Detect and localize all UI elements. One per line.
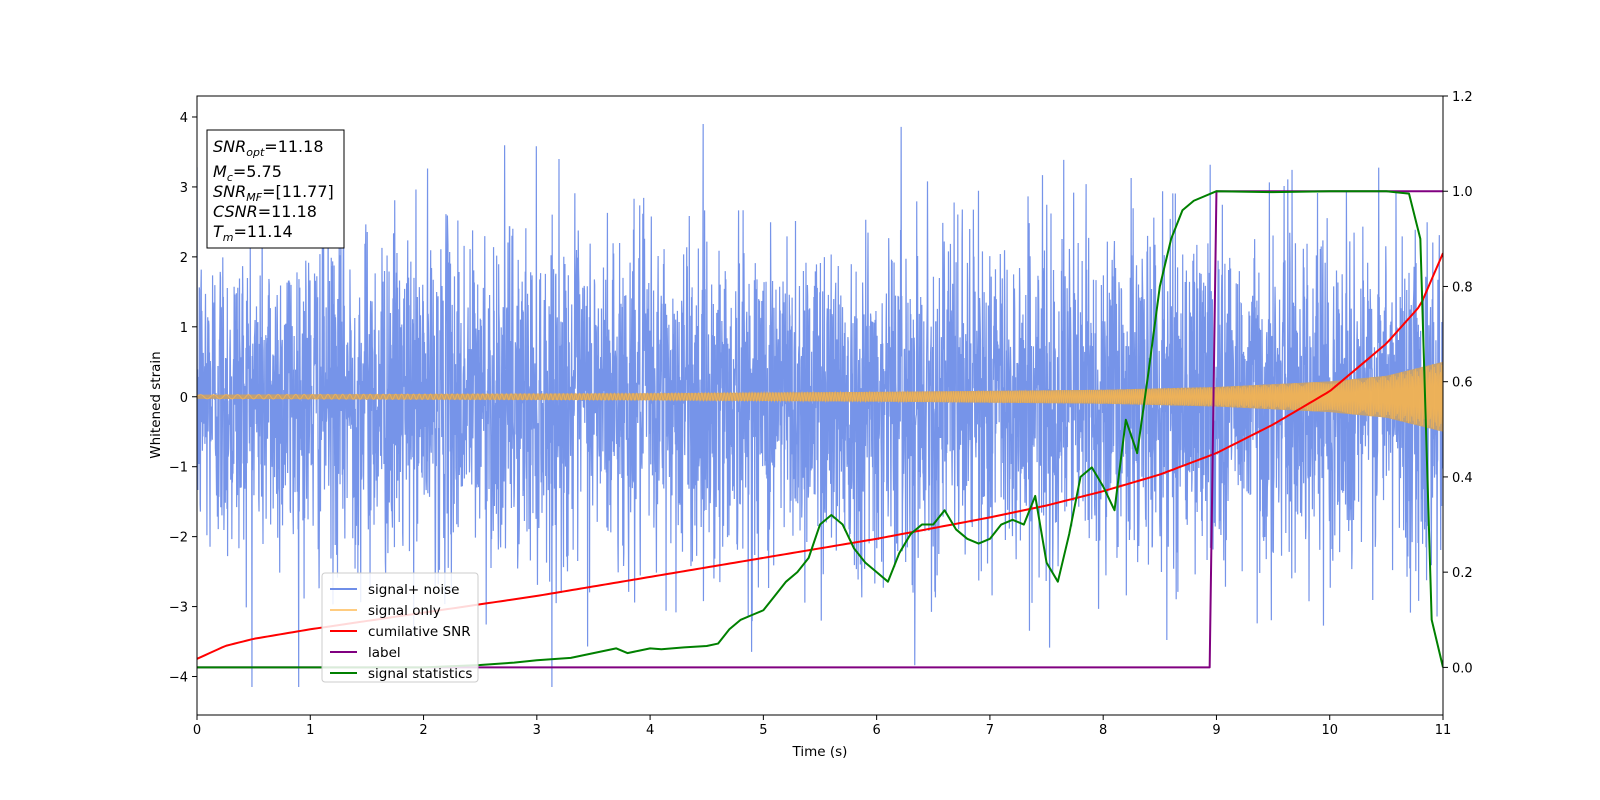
x-tick-label: 8 — [1099, 723, 1107, 738]
x-tick-label: 1 — [306, 723, 314, 738]
legend-label: signal statistics — [368, 666, 472, 682]
legend-label: signal only — [368, 603, 441, 619]
y-right-tick-label: 0.6 — [1452, 376, 1473, 391]
y-left-tick-label: 1 — [180, 321, 188, 336]
info-line: SNRopt=11.18 — [213, 137, 324, 159]
y-left-tick-label: 4 — [180, 111, 188, 126]
y-left-tick-label: −3 — [169, 601, 188, 616]
series-signal-noise — [197, 123, 1443, 688]
y-left-tick-label: −4 — [169, 671, 188, 686]
legend-label: label — [368, 645, 401, 661]
y-axis-right: 0.0 0.2 0.4 0.6 0.8 1.0 1.2 — [1443, 90, 1473, 676]
series-signal-only-band — [197, 361, 1443, 432]
y-left-tick-label: 3 — [180, 181, 188, 196]
x-axis: 0 1 2 3 4 5 6 7 8 9 10 11 — [193, 715, 1451, 738]
legend-frame — [321, 572, 479, 683]
x-tick-label: 5 — [759, 723, 767, 738]
x-tick-label: 3 — [533, 723, 541, 738]
y-right-tick-label: 0.2 — [1452, 566, 1473, 581]
y-right-tick-label: 0.4 — [1452, 471, 1473, 486]
y-axis-left: −4 −3 −2 −1 0 1 2 3 4 — [169, 111, 197, 686]
info-box: SNRopt=11.18 Mc=5.75SNRMF=[11.77]CSNR=11.… — [206, 129, 345, 249]
y-right-tick-label: 0.0 — [1452, 661, 1473, 676]
y-left-tick-label: 2 — [180, 251, 188, 266]
info-box-frame — [206, 129, 345, 249]
series-signal-only — [197, 363, 1443, 432]
y-left-tick-label: −2 — [169, 531, 188, 546]
x-tick-label: 7 — [986, 723, 994, 738]
y-left-tick-label: 0 — [180, 391, 188, 406]
x-tick-label: 0 — [193, 723, 201, 738]
y-right-tick-label: 1.0 — [1452, 185, 1473, 200]
x-tick-label: 9 — [1212, 723, 1220, 738]
x-tick-label: 6 — [872, 723, 880, 738]
info-line: Mc=5.75 — [213, 162, 282, 184]
series-signal-statistics — [197, 190, 1443, 669]
legend-label: signal+ noise — [368, 582, 459, 598]
x-tick-label: 10 — [1321, 723, 1338, 738]
x-tick-label: 11 — [1435, 723, 1452, 738]
y-right-tick-label: 0.8 — [1452, 280, 1473, 295]
legend: signal+ noise signal only cumilative SNR la… — [321, 572, 479, 683]
x-tick-label: 2 — [419, 723, 427, 738]
x-axis-label: Time (s) — [792, 744, 848, 760]
legend-label: cumilative SNR — [368, 624, 471, 640]
info-line: Tm=11.14 — [213, 222, 293, 244]
y-axis-left-label: Whitened strain — [148, 351, 164, 458]
y-right-tick-label: 1.2 — [1452, 90, 1473, 105]
info-line: CSNR=11.18 — [213, 202, 317, 221]
info-line: SNRMF=[11.77] — [213, 182, 334, 204]
plot-frame — [196, 95, 1444, 716]
x-tick-label: 4 — [646, 723, 654, 738]
y-left-tick-label: −1 — [169, 461, 188, 476]
